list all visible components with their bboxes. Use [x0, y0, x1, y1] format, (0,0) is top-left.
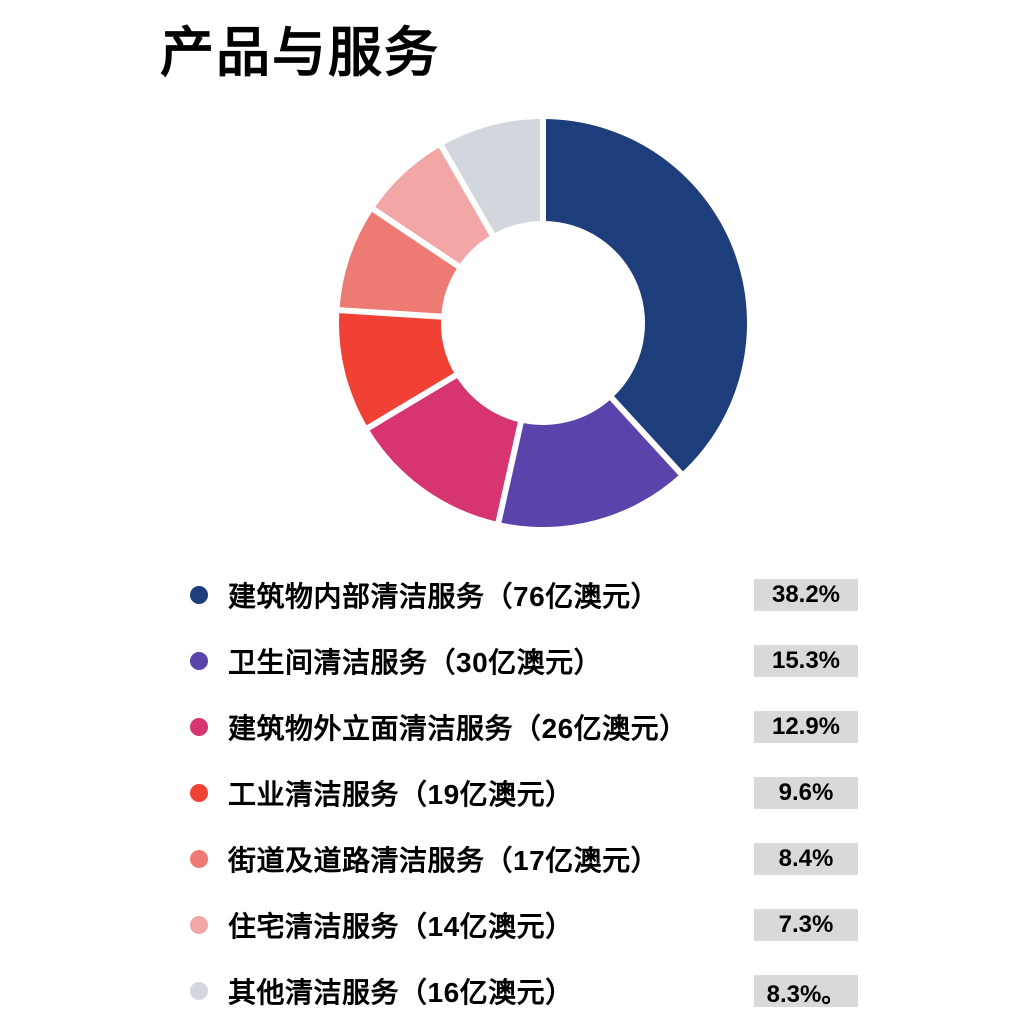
donut-segment-2 [368, 375, 521, 523]
donut-segment-4 [339, 209, 459, 317]
donut-segment-6 [441, 119, 543, 235]
donut-chart [323, 103, 763, 543]
segment-divider [368, 204, 464, 271]
percent-badge: 38.2% [754, 579, 858, 611]
donut-segment-1 [498, 398, 681, 527]
legend-color-dot [190, 718, 208, 736]
segment-divider [606, 393, 686, 479]
legend-item: 工业清洁服务（19亿澳元） 9.6% [190, 760, 858, 826]
percent-badge: 15.3% [754, 645, 858, 677]
legend-color-dot [190, 586, 208, 604]
percent-badge: 8.4% [754, 843, 858, 875]
legend-item: 街道及道路清洁服务（17亿澳元） 8.4% [190, 826, 858, 892]
segment-divider [494, 417, 525, 527]
percent-badge: 9.6% [754, 777, 858, 809]
donut-svg [335, 115, 747, 527]
percent-badge: 7.3% [754, 909, 858, 941]
page-title: 产品与服务 [160, 23, 440, 83]
legend-label: 卫生间清洁服务（30亿澳元） [228, 647, 603, 678]
percent-badge: 12.9% [754, 711, 858, 743]
legend-label: 街道及道路清洁服务（17亿澳元） [228, 845, 660, 876]
legend-color-dot [190, 652, 208, 670]
legend-item: 住宅清洁服务（14亿澳元） 7.3% [190, 892, 858, 958]
legend-item: 卫生间清洁服务（30亿澳元） 15.3% [190, 628, 858, 694]
segment-divider [436, 141, 497, 240]
legend-item: 建筑物内部清洁服务（76亿澳元） 38.2% [190, 562, 858, 628]
legend-label: 其他清洁服务（16亿澳元） [228, 977, 574, 1008]
legend: 建筑物内部清洁服务（76亿澳元） 38.2% 卫生间清洁服务（30亿澳元） 15.3%… [190, 562, 858, 1024]
donut-segment-0 [543, 119, 747, 474]
legend-item: 建筑物外立面清洁服务（26亿澳元） 12.9% [190, 694, 858, 760]
percent-badge: 8.3%。 [754, 975, 858, 1008]
legend-color-dot [190, 982, 208, 1000]
legend-label: 建筑物内部清洁服务（76亿澳元） [228, 581, 660, 612]
legend-color-dot [190, 784, 208, 802]
segment-divider [335, 306, 446, 320]
segment-divider [363, 370, 461, 433]
legend-item: 其他清洁服务（16亿澳元） 8.3%。 [190, 958, 858, 1024]
donut-segment-5 [373, 146, 493, 267]
legend-label: 工业清洁服务（19亿澳元） [228, 779, 574, 810]
legend-color-dot [190, 850, 208, 868]
legend-label: 建筑物外立面清洁服务（26亿澳元） [228, 713, 688, 744]
legend-color-dot [190, 916, 208, 934]
legend-label: 住宅清洁服务（14亿澳元） [228, 911, 574, 942]
donut-segment-3 [339, 310, 456, 428]
